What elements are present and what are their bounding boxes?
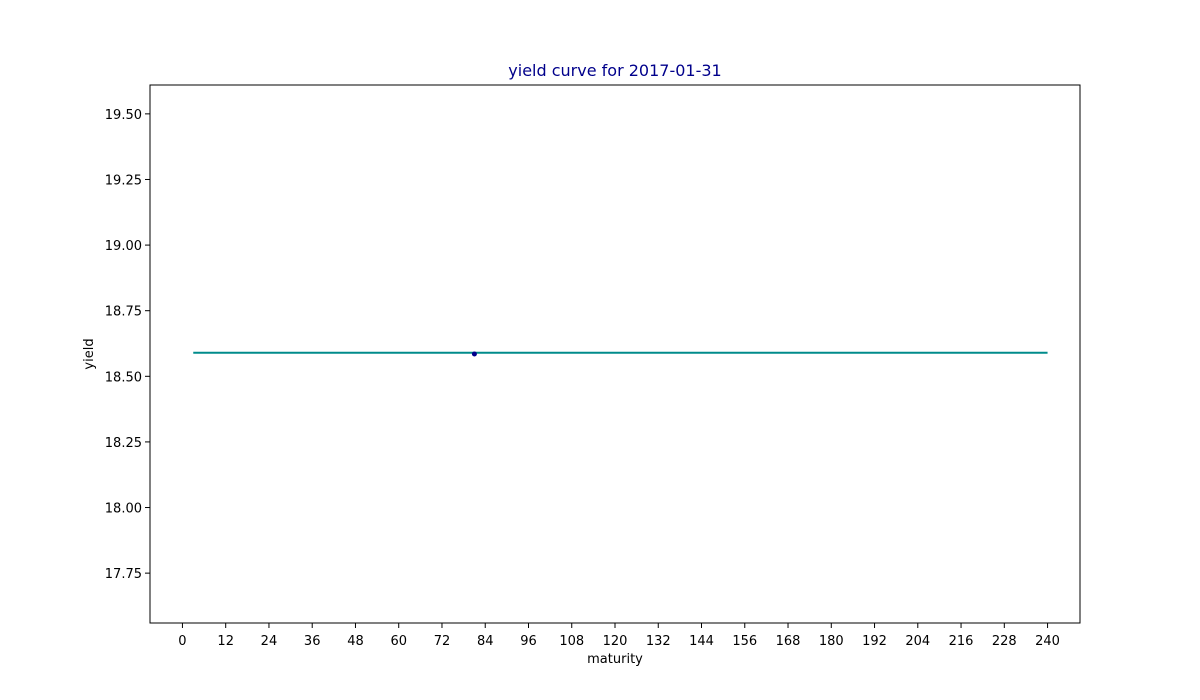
y-tick-label: 18.50 (105, 370, 142, 385)
x-tick-label: 168 (776, 634, 801, 649)
x-tick-label: 132 (646, 634, 671, 649)
x-tick-label: 216 (949, 634, 974, 649)
yield-data-point (471, 351, 477, 357)
x-tick-label: 120 (603, 634, 628, 649)
y-tick-label: 18.75 (105, 305, 142, 320)
x-tick-label: 192 (862, 634, 887, 649)
x-tick-label: 144 (689, 634, 714, 649)
x-axis-label: maturity (587, 652, 643, 667)
x-tick-label: 96 (520, 634, 537, 649)
x-tick-label: 36 (304, 634, 321, 649)
series-layer (193, 351, 1048, 357)
y-tick-label: 18.25 (105, 436, 142, 451)
x-tick-label: 0 (178, 634, 186, 649)
x-tick-label: 240 (1035, 634, 1060, 649)
x-tick-label: 180 (819, 634, 844, 649)
x-tick-label: 204 (905, 634, 930, 649)
x-tick-label: 156 (732, 634, 757, 649)
x-tick-label: 48 (347, 634, 364, 649)
x-tick-label: 108 (559, 634, 584, 649)
y-axis-ticks: 17.75 18.00 18.25 18.50 18.75 19.00 19.25 19.50 (105, 108, 150, 582)
x-tick-label: 60 (390, 634, 407, 649)
chart-title: yield curve for 2017-01-31 (508, 61, 721, 80)
x-tick-label: 12 (217, 634, 234, 649)
x-tick-label: 24 (261, 634, 278, 649)
y-tick-label: 17.75 (105, 567, 142, 582)
y-tick-label: 19.50 (105, 108, 142, 123)
x-tick-label: 72 (434, 634, 451, 649)
y-tick-label: 19.25 (105, 173, 142, 188)
x-tick-label: 84 (477, 634, 494, 649)
x-tick-label: 228 (992, 634, 1017, 649)
y-tick-label: 18.00 (105, 502, 142, 517)
x-axis-ticks: 0 12 24 36 48 60 72 84 96 108 120 132 144 156 168 180 19… (178, 623, 1060, 649)
y-tick-label: 19.00 (105, 239, 142, 254)
y-axis-label: yield (82, 338, 97, 369)
